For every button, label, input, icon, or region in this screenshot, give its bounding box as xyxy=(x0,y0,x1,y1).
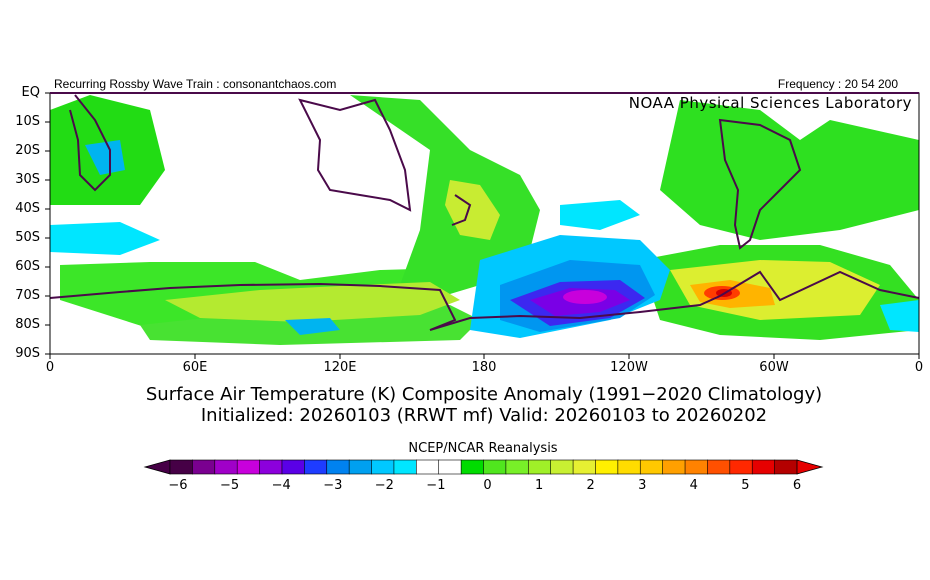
colorbar-cell xyxy=(639,459,664,475)
coast-south-america xyxy=(718,118,802,250)
colorbar-cell xyxy=(729,459,753,475)
colorbar-cell xyxy=(550,459,574,475)
anomaly-south-america xyxy=(660,100,919,240)
colorbar-cell xyxy=(169,459,193,475)
colorbar-cell xyxy=(707,459,731,475)
anomaly-amundsen-peak xyxy=(563,290,607,304)
map-subtitle: Initialized: 20260103 (RRWT mf) Valid: 2… xyxy=(200,405,768,426)
anomaly-pacific-tongue xyxy=(350,95,540,300)
lon-label: 180 xyxy=(471,360,497,375)
lat-label: 90S xyxy=(15,346,40,361)
colorbar-tick: −5 xyxy=(220,478,240,493)
colorbar-cell xyxy=(438,459,462,475)
anomaly-tasman xyxy=(445,180,500,240)
colorbar-cells xyxy=(169,459,798,475)
colorbar-tick: 5 xyxy=(741,478,750,493)
lon-label: 60W xyxy=(759,360,789,375)
colorbar-tick: 6 xyxy=(792,478,802,493)
anomaly-shading xyxy=(50,95,919,345)
colorbar-cell xyxy=(460,459,485,475)
axis-ticks xyxy=(45,92,920,359)
colorbar-label: NCEP/NCAR Reanalysis xyxy=(408,441,558,456)
colorbar-cell xyxy=(236,459,261,475)
lat-label: 50S xyxy=(15,230,40,245)
lon-label: 120W xyxy=(610,360,648,375)
source-credit: Recurring Rossby Wave Train : consonantc… xyxy=(54,77,337,91)
lat-label: 30S xyxy=(15,172,40,187)
lon-label: 60E xyxy=(182,360,208,375)
lat-label: 20S xyxy=(15,143,40,158)
colorbar-cell xyxy=(371,459,395,475)
lat-label: 60S xyxy=(15,259,40,274)
lon-label: 0 xyxy=(914,360,924,375)
colorbar-cell xyxy=(751,459,776,475)
anomaly-ross-sea-cool xyxy=(560,200,640,230)
colorbar xyxy=(143,459,824,475)
colorbar-cell xyxy=(774,459,798,475)
colorbar-cell xyxy=(416,459,440,475)
lat-label: 10S xyxy=(15,114,40,129)
colorbar-cell xyxy=(662,459,686,475)
colorbar-tick: −1 xyxy=(426,478,446,493)
colorbar-cell xyxy=(348,459,373,475)
colorbar-cell xyxy=(326,459,350,475)
colorbar-tick: −2 xyxy=(374,478,394,493)
coast-antarctica xyxy=(49,270,920,331)
lon-label: 0 xyxy=(45,360,55,375)
colorbar-cell xyxy=(684,459,709,475)
colorbar-cell xyxy=(617,459,641,475)
lab-credit: NOAA Physical Sciences Laboratory xyxy=(628,94,912,112)
colorbar-tick: 4 xyxy=(689,478,698,493)
anomaly-africa-cool xyxy=(85,140,125,175)
anomaly-east-antarctica xyxy=(165,282,460,322)
colorbar-tick: 1 xyxy=(534,478,544,493)
anomaly-southern-ocean-cool xyxy=(50,222,160,255)
colorbar-high-arrow xyxy=(796,459,824,475)
colorbar-cell xyxy=(304,459,328,475)
colorbar-cell xyxy=(483,459,507,475)
lat-label: 40S xyxy=(15,201,40,216)
anomaly-antarctic-cool-1 xyxy=(285,318,340,335)
lat-label: EQ xyxy=(21,85,40,100)
colorbar-cell xyxy=(214,459,238,475)
colorbar-low-arrow xyxy=(143,459,171,475)
colorbar-tick: 3 xyxy=(638,478,647,493)
colorbar-cell xyxy=(281,459,305,475)
colorbar-cell xyxy=(572,459,597,475)
lat-label: 80S xyxy=(15,317,40,332)
colorbar-tick: 2 xyxy=(586,478,595,493)
colorbar-cell xyxy=(595,459,619,475)
colorbar-cell xyxy=(192,459,216,475)
colorbar-cell xyxy=(505,459,529,475)
colorbar-tick: 0 xyxy=(483,478,492,493)
colorbar-tick: −4 xyxy=(271,478,291,493)
coast-new-zealand xyxy=(451,194,472,226)
coast-africa xyxy=(69,94,111,192)
colorbar-cell xyxy=(393,459,417,475)
map-title: Surface Air Temperature (K) Composite An… xyxy=(145,384,823,405)
colorbar-cell xyxy=(527,459,552,475)
colorbar-tick: −6 xyxy=(168,478,188,493)
colorbar-tick: −3 xyxy=(323,478,343,493)
lon-label: 120E xyxy=(323,360,357,375)
coastlines xyxy=(49,94,920,331)
coast-australia xyxy=(298,98,412,212)
lat-label: 70S xyxy=(15,288,40,303)
frequency-readout: Frequency : 20 54 200 xyxy=(777,77,898,91)
colorbar-cell xyxy=(259,459,283,475)
